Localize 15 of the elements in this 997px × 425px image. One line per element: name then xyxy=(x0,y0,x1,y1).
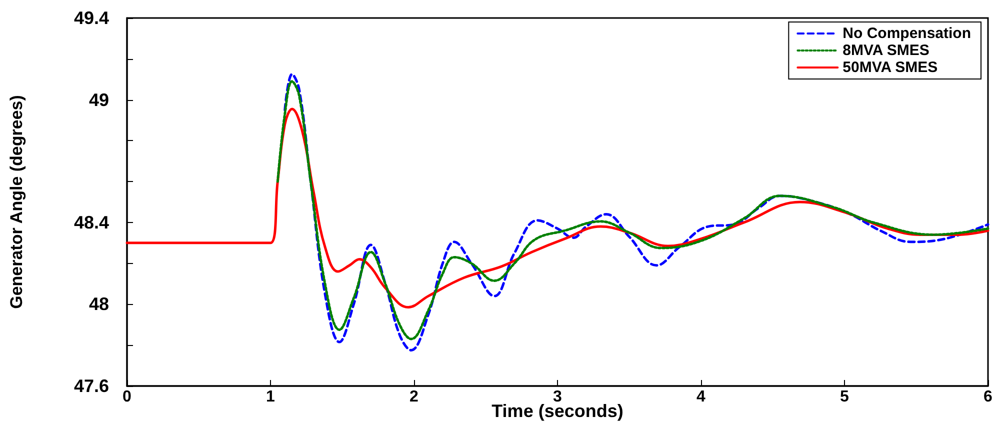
x-tick-label: 2 xyxy=(410,388,419,406)
y-tick-label: 47.6 xyxy=(74,376,109,396)
x-tick-label: 4 xyxy=(696,388,706,406)
y-axis-title: Generator Angle (degrees) xyxy=(7,95,26,309)
x-tick-label: 0 xyxy=(122,388,132,406)
y-tick-label: 49.4 xyxy=(74,8,109,28)
legend-label: 50MVA SMES xyxy=(842,59,938,76)
y-tick-label: 48.4 xyxy=(74,212,109,232)
x-tick-label: 1 xyxy=(266,388,276,406)
x-tick-label: 6 xyxy=(984,388,993,406)
legend-label: 8MVA SMES xyxy=(842,42,930,59)
y-tick-label: 49 xyxy=(88,90,109,110)
y-tick-label: 48 xyxy=(88,294,109,314)
legend-label: No Compensation xyxy=(842,25,972,42)
x-tick-label: 5 xyxy=(840,388,850,406)
